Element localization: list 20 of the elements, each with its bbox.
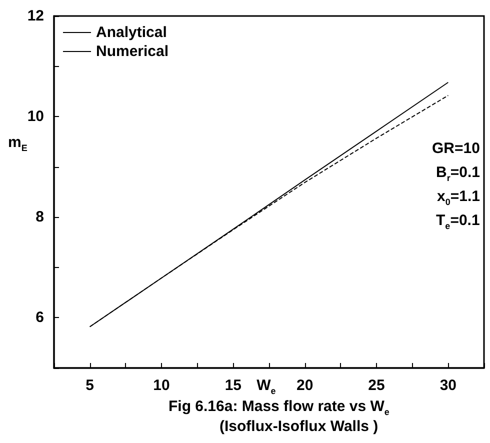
- annotation: x$_{0}$=1.1: [437, 188, 480, 207]
- y-tick-label: 12: [27, 8, 44, 24]
- text: (Isoflux-Isoflux Walls ): [220, 418, 378, 435]
- annotation: T$_{e}$=0.1: [436, 212, 480, 231]
- x-tick-label: 30: [440, 377, 457, 394]
- x-tick-label: 10: [153, 377, 170, 394]
- y-tick-label: 6: [36, 309, 44, 326]
- annotation: B$_{r}$=0.1: [436, 164, 480, 183]
- x-tick-label: 20: [296, 377, 314, 394]
- y-tick-label: 8: [36, 208, 44, 226]
- x-tick-label: 25: [368, 377, 385, 394]
- y-tick-label: 10: [27, 108, 44, 126]
- legend-label: Numerical: [96, 43, 169, 60]
- x-axis-title: W$_{e}$: [256, 377, 276, 396]
- text: Fig 6.16a: Mass flow rate vs W$_{e}$: [168, 398, 390, 417]
- legend-label: Analytical: [96, 24, 167, 41]
- x-tick-label: 5: [86, 377, 94, 394]
- annotation: GR=10: [432, 140, 480, 157]
- y-axis-title: m$_{E}$: [8, 134, 28, 153]
- x-tick-label: 15: [224, 377, 242, 394]
